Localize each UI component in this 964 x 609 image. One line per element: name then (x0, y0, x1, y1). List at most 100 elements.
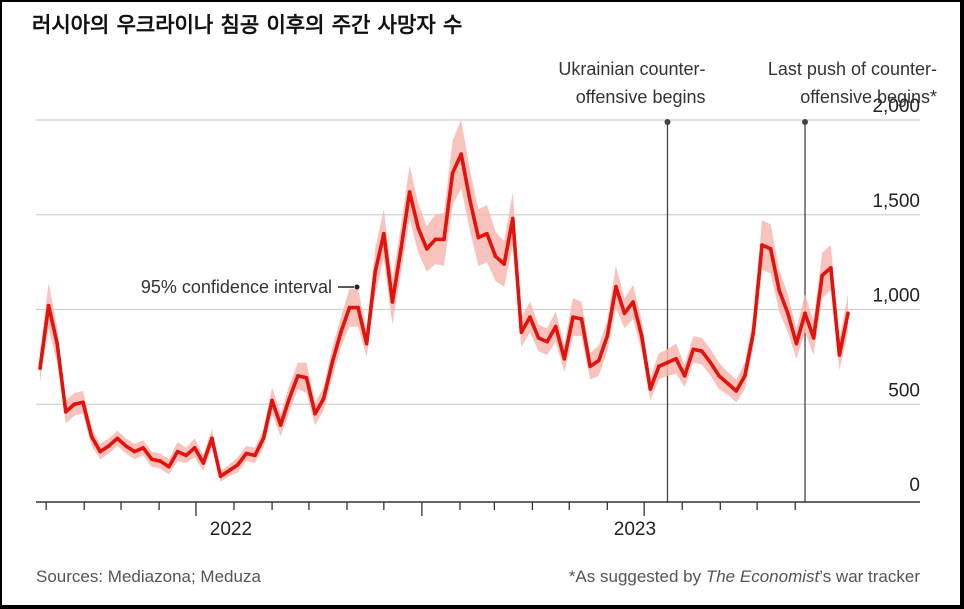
line-segment-82 (743, 330, 756, 378)
y-tick-label-4: 2,000 (872, 96, 920, 117)
series-line (38, 152, 850, 479)
annotations: Ukrainian counter-offensive begins Last p… (558, 59, 937, 107)
line-segment-35 (339, 305, 352, 335)
confidence-leader-dot (354, 284, 360, 290)
line-segment-86 (777, 288, 790, 316)
line-segment-68 (622, 300, 635, 316)
line-segment-57 (528, 315, 541, 340)
confidence-label-group: 95% confidence interval (141, 277, 360, 297)
line-segment-9 (115, 436, 128, 448)
line-segment-28 (278, 396, 292, 427)
line-segment-20 (210, 436, 223, 479)
line-segment-80 (725, 381, 739, 393)
line-segment-67 (614, 284, 627, 316)
line-segment-19 (201, 436, 214, 465)
y-tick-label-0: 0 (909, 475, 920, 496)
annotation-1-line-1: offensive begins* (800, 87, 937, 107)
line-segment-71 (648, 364, 661, 391)
line-segment-93 (837, 311, 850, 357)
note-suffix: ’s war tracker (819, 567, 920, 586)
line-segment-49 (459, 152, 472, 202)
line-segment-26 (261, 398, 274, 441)
line-segment-5 (81, 400, 94, 439)
line-segment-52 (485, 231, 498, 259)
line-segment-23 (235, 451, 249, 467)
line-segment-15 (167, 449, 180, 469)
line-segment-60 (553, 324, 567, 361)
line-segment-78 (708, 360, 721, 378)
line-segment-0 (38, 303, 51, 371)
y-tick-label-1: 500 (888, 380, 920, 401)
line-segment-3 (63, 402, 77, 414)
line-segment-42 (399, 190, 412, 251)
line-segment-54 (502, 216, 515, 266)
line-segment-37 (356, 305, 369, 346)
line-segment-74 (674, 356, 687, 378)
line-segment-25 (253, 436, 266, 458)
line-segment-45 (425, 237, 438, 251)
line-segment-89 (803, 311, 816, 340)
line-segment-47 (442, 171, 455, 242)
line-segment-29 (287, 374, 300, 401)
x-axis: 2022 2023 (36, 501, 920, 540)
line-segment-61 (562, 315, 575, 361)
line-segment-56 (519, 315, 532, 335)
line-segment-38 (364, 269, 378, 346)
line-segment-2 (55, 341, 68, 414)
confidence-band (40, 120, 848, 482)
y-tick-label-2: 1,000 (872, 286, 920, 307)
line-segment-32 (313, 396, 326, 416)
line-segment-39 (373, 231, 386, 274)
line-segment-12 (141, 446, 154, 462)
note-prefix: *As suggested by (569, 567, 706, 586)
line-segment-75 (682, 347, 696, 378)
line-segment-90 (811, 273, 825, 340)
line-segment-77 (700, 349, 713, 365)
line-segment-33 (321, 360, 335, 401)
confidence-label: 95% confidence interval (141, 277, 332, 297)
line-segment-92 (829, 266, 842, 357)
annotation-0-line-1: offensive begins (576, 87, 706, 107)
line-segment-27 (270, 398, 283, 427)
line-segment-83 (751, 243, 764, 335)
line-segment-1 (46, 303, 59, 346)
line-segment-31 (304, 375, 317, 416)
line-segment-6 (89, 434, 102, 454)
annotation-dot-1 (802, 119, 809, 125)
x-label-2022: 2022 (210, 519, 252, 540)
line-segment-85 (768, 247, 782, 293)
line-segment-55 (510, 216, 524, 335)
line-segment-81 (734, 374, 747, 393)
line-segment-79 (717, 374, 730, 386)
annotation-0-line-0: Ukrainian counter- (558, 59, 705, 79)
x-label-2023: 2023 (614, 519, 656, 540)
line-segment-88 (794, 311, 807, 346)
line-segment-40 (382, 231, 395, 304)
line-segment-65 (596, 334, 610, 363)
line-segment-17 (184, 446, 197, 458)
line-segment-41 (390, 247, 403, 304)
line-segment-50 (467, 197, 481, 240)
line-segment-66 (605, 284, 618, 338)
economist-note: *As suggested by The Economist’s war tra… (569, 567, 921, 586)
sources-note: Sources: Mediazona; Meduza (36, 567, 261, 586)
line-segment-34 (330, 330, 343, 365)
line-segment-8 (106, 436, 120, 448)
line-segment-87 (786, 311, 799, 346)
line-segment-59 (545, 324, 558, 344)
y-axis-ticks: 0 500 1,000 1,500 2,000 (872, 96, 920, 496)
line-segment-43 (407, 190, 421, 230)
line-segment-63 (579, 317, 592, 369)
line-segment-69 (631, 300, 644, 338)
line-segment-44 (416, 226, 429, 251)
line-segment-48 (450, 152, 463, 175)
line-segment-18 (192, 446, 206, 465)
note-italic: The Economist (706, 567, 821, 586)
chart-title: 러시아의 우크라이나 침공 이후의 주간 사망자 수 (32, 13, 462, 37)
line-segment-70 (639, 334, 653, 391)
y-tick-label-3: 1,500 (872, 191, 920, 212)
annotation-dot-0 (664, 119, 671, 125)
annotation-1-line-0: Last push of counter- (768, 59, 937, 79)
